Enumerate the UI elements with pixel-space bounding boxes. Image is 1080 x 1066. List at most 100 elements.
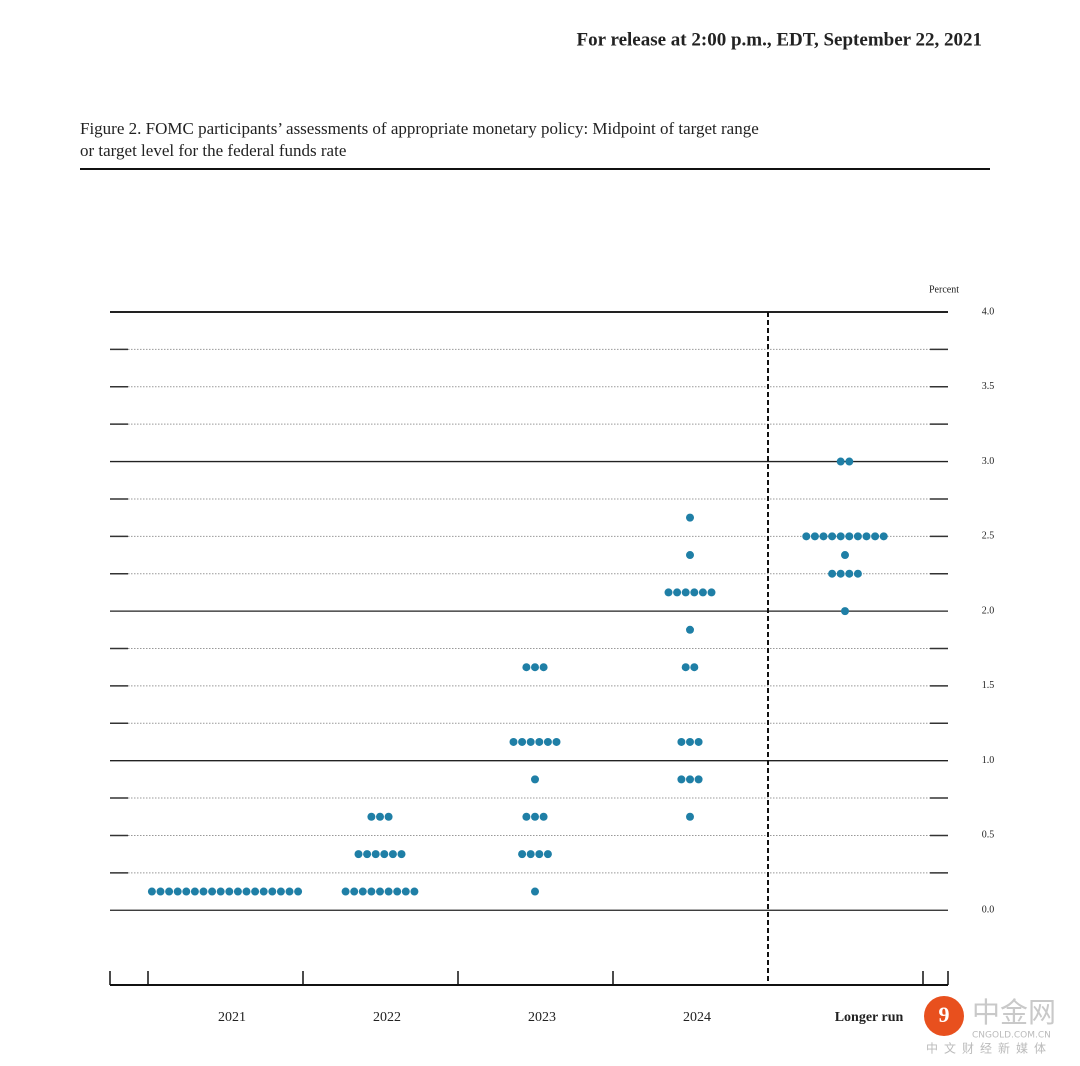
dot <box>526 737 535 746</box>
y-tick-label: 1.5 <box>982 680 995 691</box>
dot <box>552 737 561 746</box>
dot <box>836 532 845 541</box>
dot <box>509 737 518 746</box>
dot <box>686 737 694 746</box>
dot <box>690 588 699 597</box>
dot <box>677 737 686 746</box>
dot <box>259 887 268 896</box>
dot <box>828 569 837 578</box>
y-axis-label: Percent <box>929 284 959 295</box>
dot <box>363 850 372 859</box>
dot <box>401 887 410 896</box>
dot <box>388 850 397 859</box>
dot <box>841 607 849 616</box>
dot <box>367 887 376 896</box>
dot <box>294 887 303 896</box>
dot <box>686 775 694 784</box>
dot <box>531 887 539 896</box>
dot <box>350 887 359 896</box>
dot <box>543 850 552 859</box>
watermark: 9 中金网 CNGOLD.COM.CN 中文财经新媒体 <box>924 996 1056 1056</box>
dot <box>367 812 376 821</box>
watermark-tagline: 中文财经新媒体 <box>926 1041 1052 1056</box>
y-tick-label: 2.0 <box>982 605 995 616</box>
dot <box>341 887 350 896</box>
dot <box>828 532 837 541</box>
dot <box>173 887 182 896</box>
dot <box>845 532 854 541</box>
dot <box>199 887 208 896</box>
dot <box>681 588 690 597</box>
dot <box>539 663 548 672</box>
dot <box>522 663 531 672</box>
dot <box>165 887 174 896</box>
dot <box>673 588 682 597</box>
dot <box>268 887 277 896</box>
dot <box>384 887 393 896</box>
watermark-domain: CNGOLD.COM.CN <box>972 1031 1051 1041</box>
dot <box>535 850 544 859</box>
dot <box>686 513 694 522</box>
dot <box>543 737 552 746</box>
dot <box>233 887 242 896</box>
y-tick-label: 3.0 <box>982 456 995 467</box>
dot <box>681 663 690 672</box>
dot <box>853 532 862 541</box>
dot <box>276 887 285 896</box>
dot <box>845 569 854 578</box>
dot <box>376 887 384 896</box>
dot <box>694 775 703 784</box>
dot <box>819 532 828 541</box>
logo-glyph: 9 <box>939 1002 950 1027</box>
dot <box>862 532 871 541</box>
dot <box>156 887 165 896</box>
dot <box>285 887 294 896</box>
chart-title: Figure 2. FOMC participants’ assessments… <box>80 119 759 138</box>
dot <box>694 737 703 746</box>
dot <box>707 588 716 597</box>
dot <box>686 551 694 560</box>
dot <box>810 532 819 541</box>
dot <box>371 850 380 859</box>
dot <box>677 775 686 784</box>
watermark-brand: 中金网 <box>972 996 1056 1029</box>
x-tick-label: 2024 <box>683 1010 711 1025</box>
y-tick-label: 0.5 <box>982 830 995 841</box>
dot <box>522 812 531 821</box>
dot <box>147 887 156 896</box>
dot <box>384 812 393 821</box>
dot <box>518 737 527 746</box>
dot <box>393 887 402 896</box>
x-tick-label: Longer run <box>835 1010 904 1025</box>
dot <box>354 850 363 859</box>
dot <box>802 532 811 541</box>
dot <box>539 812 548 821</box>
dot <box>225 887 234 896</box>
dot <box>358 887 367 896</box>
y-tick-label: 4.0 <box>982 306 995 317</box>
dot <box>690 663 699 672</box>
dot <box>845 457 854 466</box>
dot <box>871 532 880 541</box>
dot <box>526 850 535 859</box>
dot <box>251 887 260 896</box>
dot <box>190 887 199 896</box>
x-tick-label: 2021 <box>218 1010 246 1025</box>
dot <box>686 625 694 634</box>
dot <box>397 850 406 859</box>
dot <box>853 569 862 578</box>
x-tick-label: 2023 <box>528 1010 556 1025</box>
dot <box>380 850 389 859</box>
dot <box>410 887 419 896</box>
dot <box>216 887 225 896</box>
dot <box>686 812 694 821</box>
y-tick-label: 0.0 <box>982 905 995 916</box>
dot <box>531 812 539 821</box>
chart-title: or target level for the federal funds ra… <box>80 141 346 160</box>
y-tick-label: 3.5 <box>982 381 995 392</box>
dot <box>531 663 539 672</box>
dot <box>182 887 191 896</box>
logo <box>924 996 964 1036</box>
dot <box>531 775 539 784</box>
